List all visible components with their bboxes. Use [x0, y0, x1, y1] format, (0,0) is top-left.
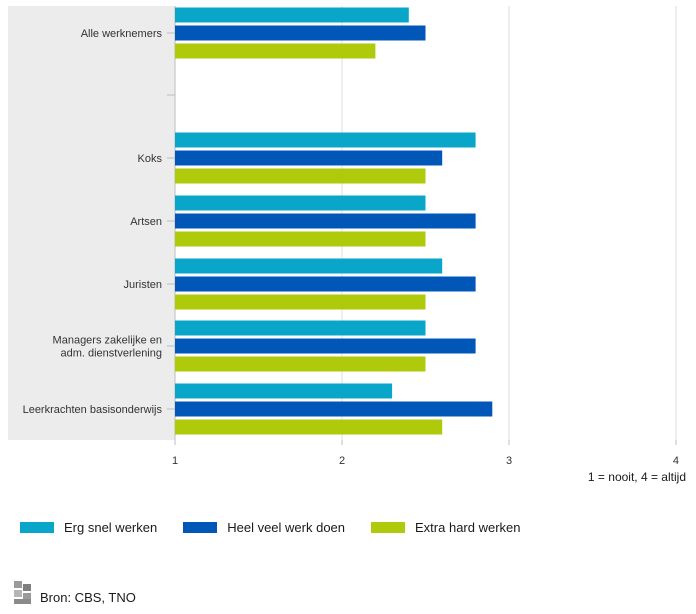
bar [175, 213, 476, 229]
bar [175, 195, 426, 211]
bar [175, 150, 443, 166]
category-label: Artsen [130, 216, 162, 228]
bar-chart: Alle werknemers Koks Artsen Juristen Manager… [8, 6, 679, 467]
legend-label: Extra hard werken [415, 520, 521, 535]
bar [175, 338, 476, 354]
bar [175, 383, 393, 399]
bar [175, 356, 426, 372]
x-axis-label: 1 = nooit, 4 = altijd [587, 470, 686, 484]
bar [175, 132, 476, 148]
bar [175, 276, 476, 292]
bar [175, 231, 426, 247]
category-labels: Alle werknemers Koks Artsen Juristen Manager… [23, 28, 175, 416]
category-label: Juristen [123, 279, 162, 291]
source-line: Bron: CBS, TNO [12, 580, 136, 606]
bar [175, 294, 426, 310]
legend-item: Extra hard werken [371, 520, 521, 535]
x-tick-label: 2 [339, 455, 345, 467]
bar [175, 25, 426, 41]
x-tick-label: 1 [172, 455, 178, 467]
legend-item: Erg snel werken [20, 520, 157, 535]
legend-label: Heel veel werk doen [227, 520, 346, 535]
bars [175, 7, 493, 435]
source-text: Bron: CBS, TNO [40, 590, 136, 605]
bar [175, 168, 426, 184]
legend-item: Heel veel werk doen [183, 520, 345, 535]
bar [175, 401, 493, 417]
x-tick-label: 4 [673, 455, 679, 467]
bar [175, 320, 426, 336]
category-label: Koks [138, 153, 163, 165]
legend-swatch [20, 522, 54, 533]
legend-swatch [183, 522, 218, 533]
category-label-panel [8, 6, 175, 440]
bar [175, 43, 376, 59]
cbs-logo-icon [14, 581, 31, 604]
bar [175, 7, 409, 23]
x-tick-label: 3 [506, 455, 512, 467]
bar [175, 419, 443, 435]
x-tick-labels: 1 2 3 4 [172, 455, 679, 467]
category-label: Managers zakelijke en adm. dienstverlenin… [53, 335, 162, 360]
legend: Erg snel werken Heel veel werk doen Extra … [20, 520, 547, 535]
bar [175, 258, 443, 274]
category-label: Alle werknemers [81, 28, 163, 40]
category-label: Leerkrachten basisonderwijs [23, 404, 163, 416]
legend-label: Erg snel werken [64, 520, 158, 535]
legend-swatch [371, 522, 406, 533]
